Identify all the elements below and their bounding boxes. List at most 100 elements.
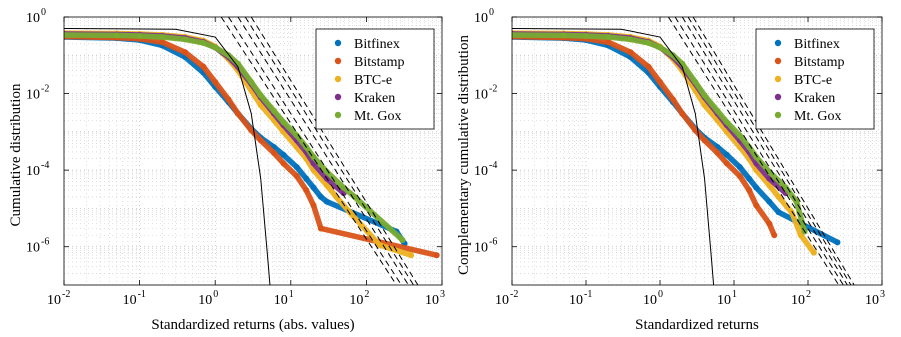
y-tick-label-exp: 0 [41, 7, 46, 18]
fit-line-dashed [244, 17, 414, 285]
data-point [605, 39, 612, 46]
x-axis-label: Standardized returns (abs. values) [151, 317, 354, 333]
legend-item: Kraken [774, 91, 835, 106]
legend-marker [774, 57, 782, 65]
data-point [723, 151, 730, 158]
x-tick-label-exp: 3 [440, 289, 445, 300]
legend-marker [774, 93, 782, 101]
data-point [136, 32, 143, 39]
data-point [323, 198, 330, 205]
data-point [257, 92, 264, 99]
legend-marker [334, 75, 342, 83]
data-point [692, 127, 699, 134]
data-point [627, 49, 634, 56]
gaussian-reference-line [512, 28, 715, 285]
axes-box [63, 16, 443, 286]
y-tick-label-exp: 0 [489, 7, 494, 18]
data-point [753, 184, 760, 191]
x-tick-label: 10 3 [865, 289, 885, 308]
data-point [714, 150, 721, 157]
x-tick-label: 10 -1 [123, 289, 146, 308]
data-point [234, 110, 241, 117]
fit-line-dashed [237, 17, 409, 285]
data-point [775, 209, 782, 216]
x-tick-label-exp: 1 [732, 289, 737, 300]
data-point [182, 49, 189, 56]
data-point [271, 150, 278, 157]
data-point [766, 182, 773, 189]
data-point [248, 79, 255, 86]
x-tick-label: 10 0 [643, 289, 663, 308]
data-point [113, 32, 120, 39]
data-point [736, 173, 743, 180]
legend-label: Kraken [354, 91, 395, 106]
data-point [560, 32, 567, 39]
data-point [670, 96, 677, 103]
x-tick-label-exp: -2 [62, 289, 70, 300]
legend-item: BTC-e [334, 73, 392, 88]
legend-item: BTC-e [774, 73, 832, 88]
data-point [714, 108, 721, 115]
legend-item: Mt. Gox [334, 109, 401, 124]
fit-line-dashed [220, 17, 397, 285]
legend-label: BTC-e [354, 73, 392, 88]
data-point [293, 164, 300, 171]
x-tick-label: 10 1 [274, 289, 294, 308]
data-point [408, 252, 415, 259]
x-tick-label-base: 10 [349, 293, 363, 308]
data-point [303, 187, 310, 194]
data-point [399, 236, 406, 243]
y-axis-label: Cumulative distribution [8, 83, 24, 226]
data-point [317, 193, 324, 200]
data-point [736, 164, 743, 171]
y-tick-label: 10 0 [474, 7, 494, 26]
x-tick-label-exp: 1 [289, 289, 294, 300]
legend-item: Bitfinex [334, 37, 400, 52]
data-point [433, 252, 440, 259]
legend-label: Bitfinex [794, 37, 840, 52]
legend-label: Bitstamp [354, 55, 405, 70]
legend-label: BTC-e [794, 73, 832, 88]
data-point [159, 39, 166, 46]
x-tick-label-exp: 0 [658, 289, 663, 300]
data-point [605, 34, 612, 41]
data-point [766, 175, 773, 182]
data-point [736, 132, 743, 139]
y-tick-label-exp: -2 [489, 84, 497, 95]
y-tick-label: 10 -4 [474, 160, 497, 179]
data-point [692, 79, 699, 86]
data-point [200, 39, 207, 46]
x-tick-label: 10 -1 [569, 289, 592, 308]
y-tick-label-exp: -4 [41, 160, 49, 171]
legend-item: Kraken [334, 91, 395, 106]
y-tick-label-base: 10 [26, 164, 40, 179]
x-tick-label-base: 10 [791, 293, 805, 308]
data-point [323, 168, 330, 175]
x-tick-label-base: 10 [569, 293, 583, 308]
legend: Bitfinex Bitstamp BTC-e Kraken Mt. Gox [315, 28, 435, 130]
legend-item: Bitstamp [334, 55, 405, 70]
data-point [280, 151, 287, 158]
legend-label: Mt. Gox [794, 109, 841, 124]
y-tick-label: 10 -6 [474, 237, 497, 256]
legend-item: Bitfinex [774, 37, 840, 52]
chart-panel-2: 10 -2 10 -1 10 0 10 1 10 2 10 310 010 -210 -410 -6Stand… [456, 7, 885, 333]
data-point [323, 182, 330, 189]
x-tick-label-base: 10 [643, 293, 657, 308]
x-tick-label: 10 2 [349, 289, 369, 308]
data-point [376, 242, 383, 249]
fit-line-dashed [228, 17, 402, 285]
data-point [212, 44, 219, 51]
x-tick-label-exp: -1 [138, 289, 146, 300]
chart-panel-1: 10 -2 10 -1 10 0 10 1 10 2 10 310 010 -210 -410 -6Stand… [8, 7, 445, 333]
x-tick-label: 10 -2 [495, 289, 518, 308]
y-axis-label: Complementary cumulative distribution [456, 35, 472, 275]
data-point [753, 202, 760, 209]
x-tick-label-base: 10 [495, 293, 509, 308]
legend-marker [334, 57, 342, 65]
y-tick-label-exp: -4 [489, 160, 497, 171]
series-line-Mt. Gox [512, 32, 808, 235]
data-point [782, 184, 789, 191]
fit-line-dashed [687, 17, 852, 285]
